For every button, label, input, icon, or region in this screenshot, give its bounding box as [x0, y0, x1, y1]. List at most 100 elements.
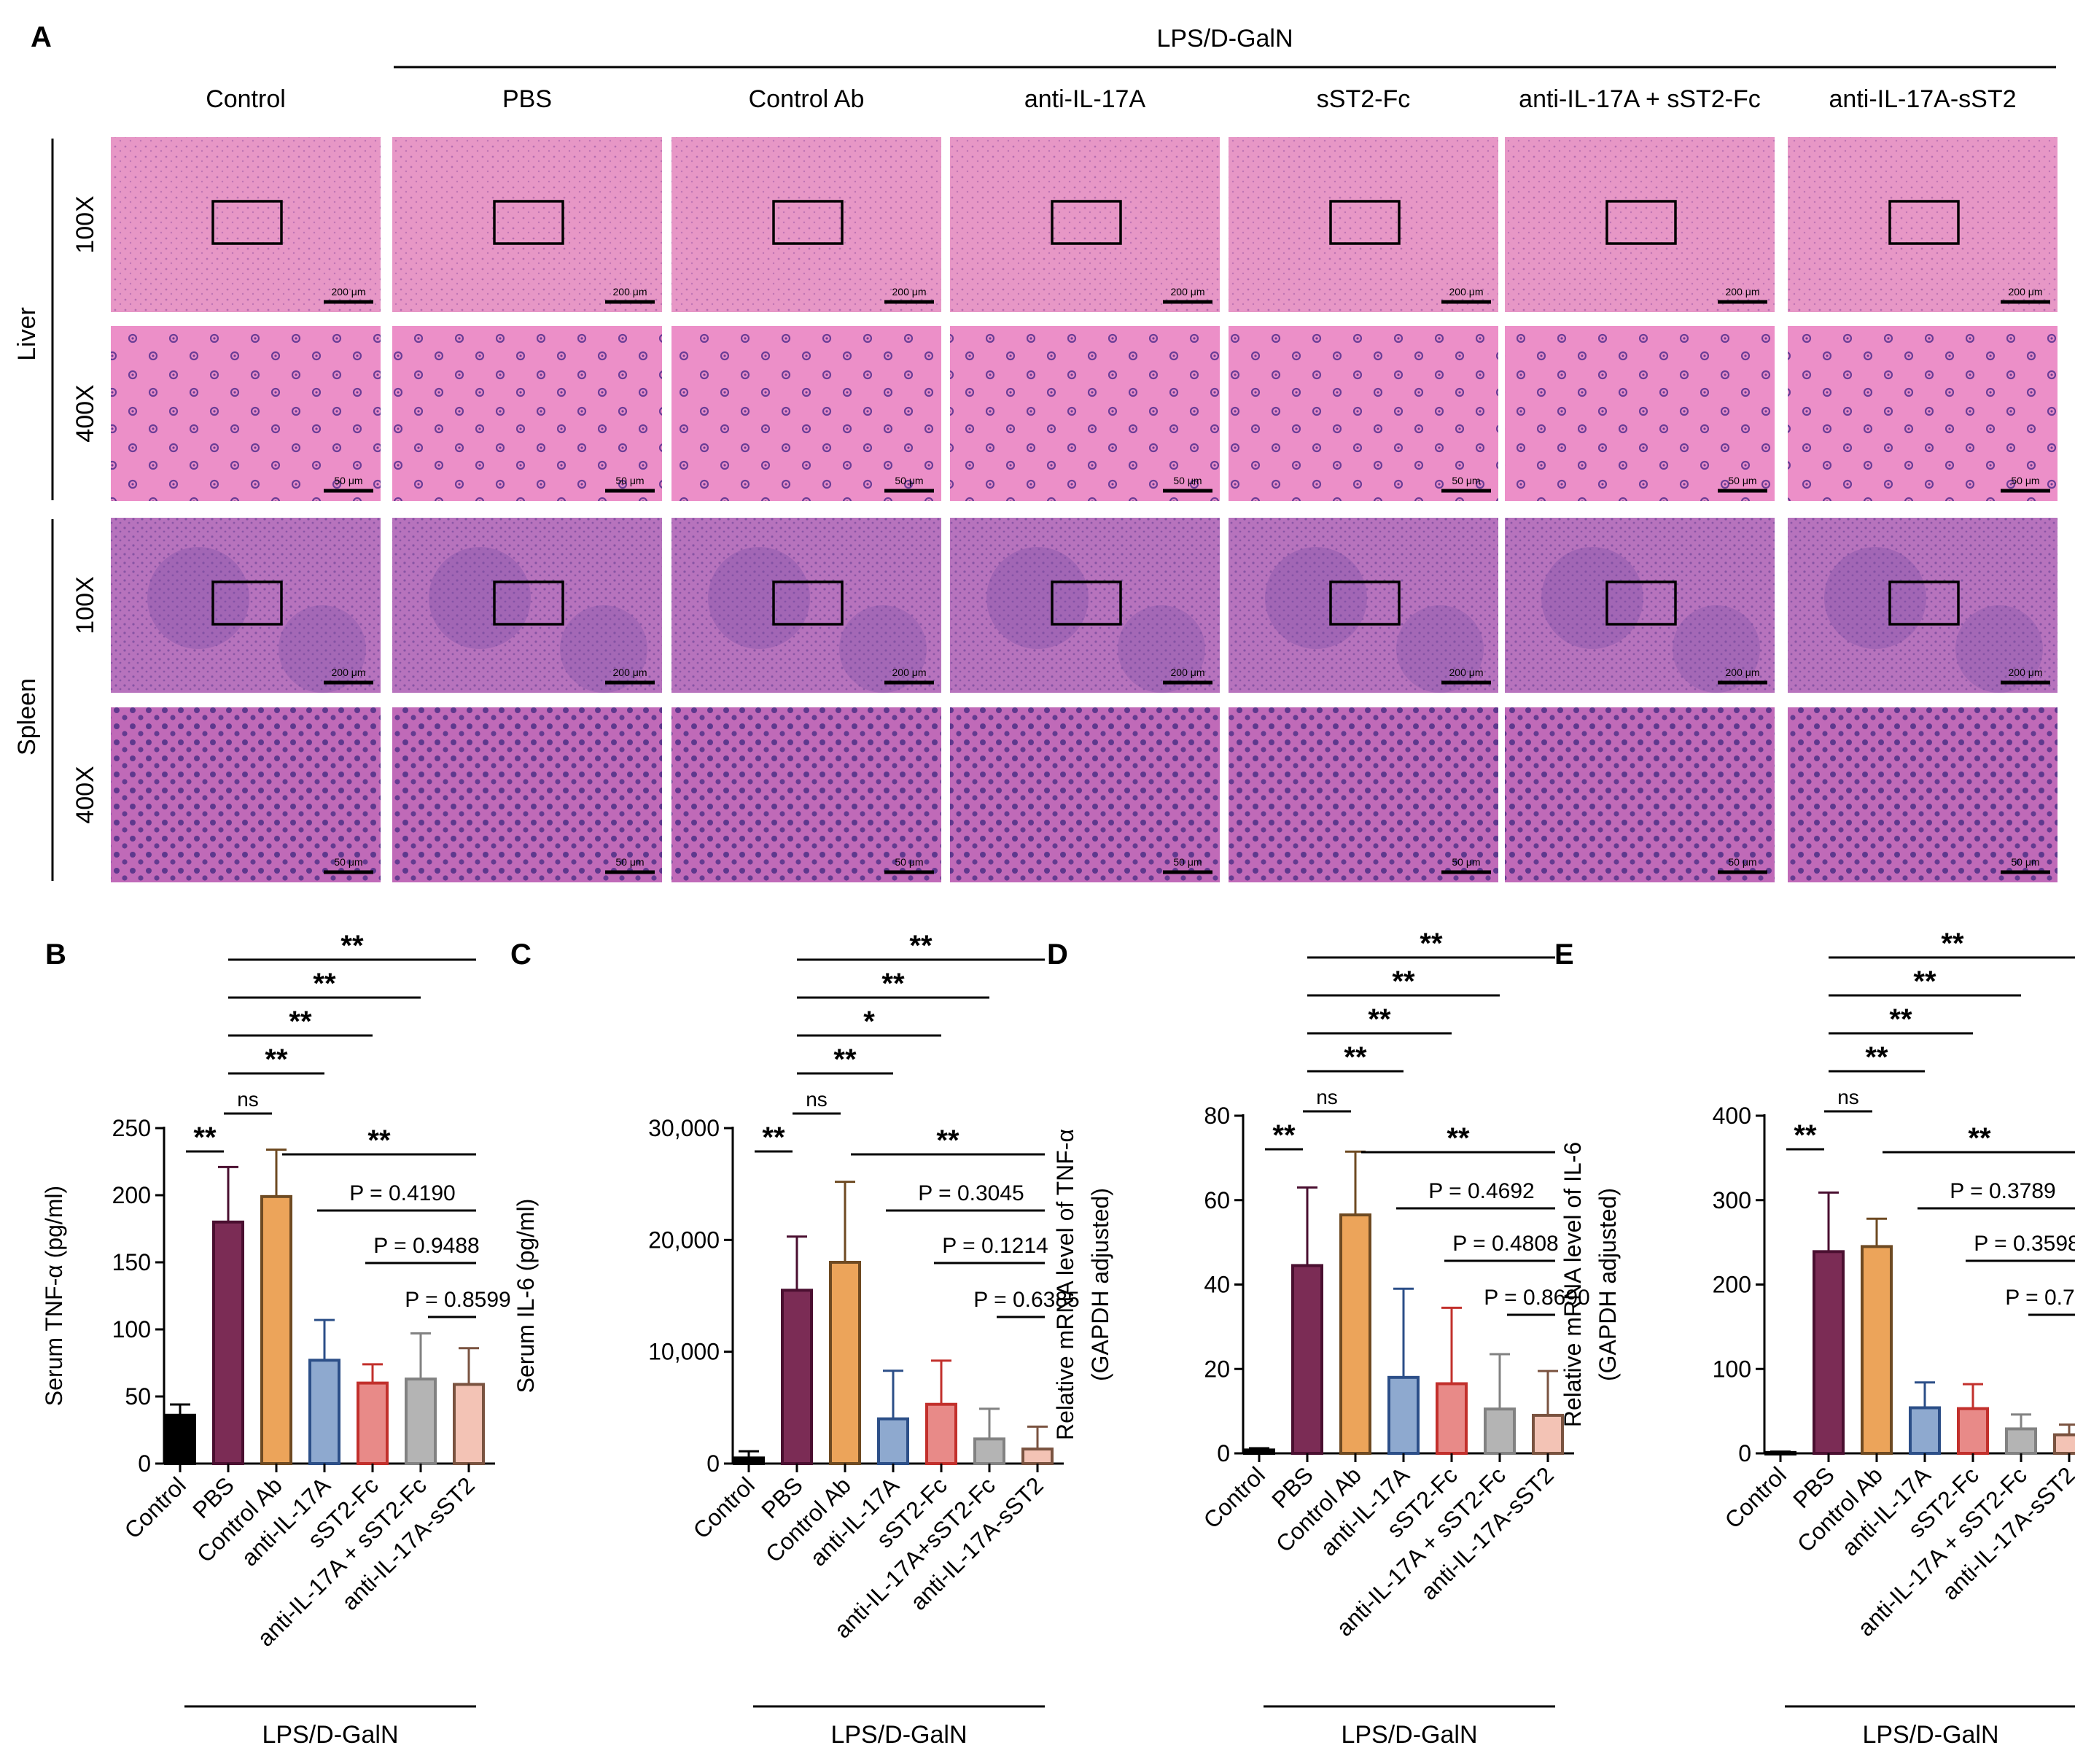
micrograph-texture [1505, 707, 1775, 882]
scale-bar-label: 200 μm [892, 667, 927, 678]
zoom-region-box [1051, 200, 1122, 245]
bar [260, 1194, 292, 1465]
scale-bar-label: 200 μm [613, 667, 647, 678]
column-header: anti-IL-17A + sST2-Fc [1519, 85, 1761, 113]
significance-label: ** [833, 1044, 857, 1076]
zoom-region-box [772, 580, 844, 626]
bar [781, 1289, 813, 1466]
significance-label: ns [237, 1088, 259, 1111]
y-tick-label: 300 [1713, 1187, 1751, 1213]
scale-bar-label: 50 μm [615, 475, 644, 486]
micrograph-texture [950, 137, 1220, 312]
bar [1957, 1407, 1989, 1455]
significance-label: P = 0.3789 [1950, 1179, 2055, 1203]
significance-label: ** [1968, 1122, 1991, 1154]
micrograph-texture [950, 518, 1220, 693]
white-pulp-follicle [986, 547, 1089, 649]
white-pulp-follicle [839, 605, 927, 693]
y-axis-label-secondary: (GAPDH adjusted) [1595, 1188, 1621, 1381]
micrograph-texture [1505, 326, 1775, 501]
bar [1909, 1406, 1941, 1455]
white-pulp-follicle [1824, 547, 1926, 649]
significance-label: ** [762, 1122, 785, 1154]
significance-label: ** [909, 930, 933, 962]
significance-label: ns [806, 1088, 828, 1111]
panel-letter: D [1047, 939, 1068, 971]
micrograph-texture [1788, 326, 2058, 501]
chart-panel-e: E 0 100 200 300 400 Relative mRNA level of IL-… [1554, 928, 2075, 1749]
bar [2053, 1433, 2075, 1456]
significance-label: ns [1316, 1086, 1338, 1108]
y-tick-label: 60 [1204, 1187, 1230, 1213]
column-header: sST2-Fc [1317, 85, 1410, 113]
significance-label: P = 0.4692 [1428, 1179, 1534, 1203]
column-header: PBS [502, 85, 552, 113]
significance-label: ** [1913, 965, 1936, 998]
zoom-region-box [1605, 580, 1677, 626]
significance-label: ** [1865, 1041, 1888, 1073]
column-header: Control [206, 85, 286, 113]
significance-label: P = 0.8599 [405, 1288, 510, 1312]
significance-label: ** [1344, 1041, 1367, 1073]
significance-label: ** [193, 1122, 217, 1154]
significance-label: ** [1392, 965, 1415, 998]
magnification-label: 100X [71, 576, 99, 634]
scale-bar-label: 200 μm [1449, 667, 1484, 678]
white-pulp-follicle [1541, 547, 1643, 649]
scale-bar-label: 200 μm [1171, 667, 1205, 678]
bar [925, 1402, 957, 1465]
micrograph-texture [950, 326, 1220, 501]
panel-letter-a: A [31, 21, 52, 53]
zoom-region-box [1329, 580, 1401, 626]
significance-label: ** [1420, 928, 1443, 960]
scale-bar-label: 200 μm [1726, 286, 1760, 298]
chart-panel-b: B 0 50 100 150 200 250 Serum TNF-α (pg/ml) Contr… [41, 930, 511, 1749]
y-tick-label: 100 [1713, 1356, 1751, 1382]
bar [405, 1378, 437, 1465]
bar [2005, 1427, 2037, 1455]
bar [1387, 1375, 1420, 1455]
white-pulp-follicle [1673, 605, 1760, 693]
scale-bar-label: 200 μm [1449, 286, 1484, 298]
bar [212, 1220, 244, 1466]
panel-letter: E [1554, 939, 1574, 971]
significance-label: P = 0.4808 [1452, 1232, 1558, 1256]
significance-label: P = 0.1214 [942, 1234, 1048, 1258]
y-tick-label: 30,000 [648, 1115, 720, 1141]
scale-bar-label: 50 μm [2011, 475, 2039, 486]
white-pulp-follicle [1118, 605, 1205, 693]
significance-label: ** [313, 968, 336, 1000]
white-pulp-follicle [1265, 547, 1367, 649]
scale-bar-label: 200 μm [332, 667, 366, 678]
scale-bar-label: 50 μm [1728, 475, 1756, 486]
y-tick-label: 200 [112, 1182, 151, 1208]
group-bracket-label: LPS/D-GalN [262, 1721, 398, 1749]
scale-bar-label: 200 μm [613, 286, 647, 298]
tissue-label-liver: Liver [13, 307, 41, 361]
significance-label: P = 0.9488 [373, 1234, 479, 1258]
significance-label: ** [367, 1124, 391, 1157]
bar [1243, 1448, 1275, 1455]
scale-bar-label: 50 μm [1452, 856, 1480, 868]
y-tick-label: 50 [125, 1383, 151, 1410]
micrograph-texture [671, 137, 941, 312]
micrograph-texture [392, 707, 662, 882]
zoom-region-box [1605, 200, 1677, 245]
micrograph-texture [111, 326, 381, 501]
significance-label: ** [1272, 1119, 1296, 1151]
zoom-region-box [1329, 200, 1401, 245]
group-bracket-label: LPS/D-GalN [1862, 1721, 1998, 1749]
bar [1484, 1407, 1516, 1455]
zoom-region-box [211, 580, 283, 626]
significance-label: ** [1368, 1003, 1391, 1036]
scale-bar-label: 200 μm [2009, 667, 2043, 678]
scale-bar-label: 200 μm [332, 286, 366, 298]
bar [829, 1261, 861, 1465]
chart-panel-d: D 0 20 40 60 80 Relative mRNA level of TNF-α (G… [1047, 928, 1590, 1749]
significance-label: ns [1837, 1086, 1859, 1108]
micrograph-texture [1229, 137, 1498, 312]
y-tick-label: 0 [138, 1450, 151, 1477]
zoom-region-box [1888, 200, 1960, 245]
significance-label: P = 0.3045 [918, 1181, 1024, 1205]
